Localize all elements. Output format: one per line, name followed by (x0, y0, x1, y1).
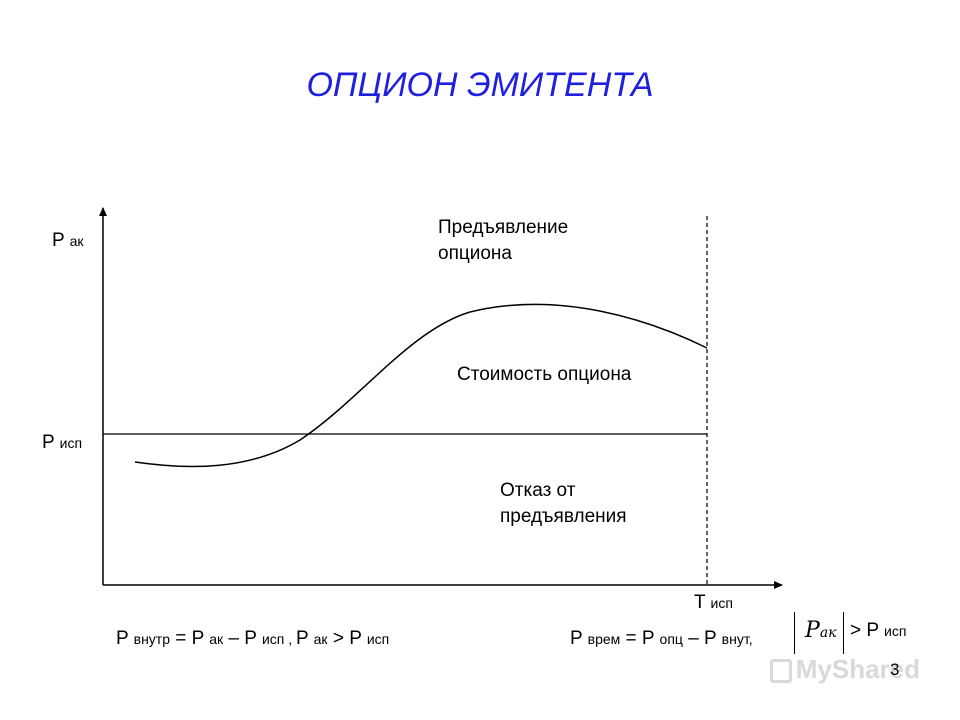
option-value-label: Стоимость опциона (457, 364, 632, 385)
refusal-region-label: Отказ от предъявления (500, 480, 627, 527)
page-title: ОПЦИОН ЭМИТЕНТА (306, 66, 654, 104)
watermark-icon (769, 659, 792, 684)
x-axis-label: T исп (694, 592, 733, 613)
share-price-absolute-value: Pак (794, 612, 844, 654)
time-value-condition: > P исп (850, 620, 907, 641)
watermark-logo: MyShared (769, 654, 920, 685)
intrinsic-value-formula: P внутр = P ак – P исп , P ак > P исп (116, 628, 390, 649)
time-value-formula: P врем = P опц – P внут, (570, 628, 753, 649)
page-number: 3 (890, 660, 900, 679)
strike-price-label: P исп (42, 432, 83, 453)
exercise-region-label: Предъявление опциона (438, 217, 569, 264)
share-price-curve (134, 303, 708, 468)
y-axis-label: P ак (52, 230, 84, 251)
